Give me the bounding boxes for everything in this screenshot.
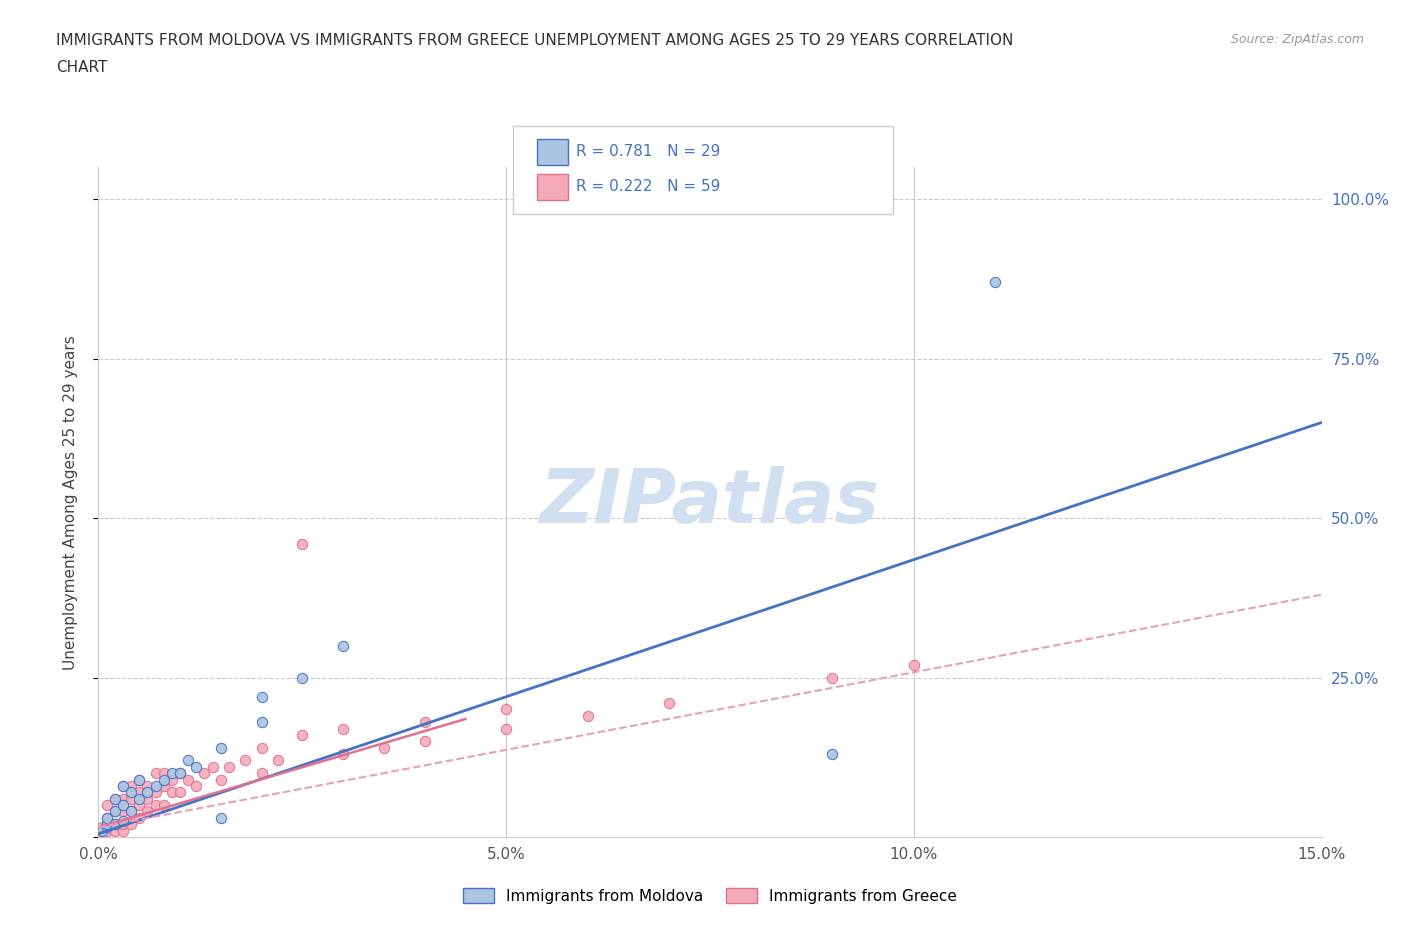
Point (169, 765, 191, 780)
Point (128, 785, 150, 800)
Legend: Immigrants from Moldova, Immigrants from Greece: Immigrants from Moldova, Immigrants from… (457, 882, 963, 910)
Point (111, 817, 134, 831)
Point (201, 760, 224, 775)
Point (233, 753, 256, 768)
Point (160, 785, 183, 800)
Point (145, 765, 167, 780)
Point (91, 820, 114, 835)
Point (413, 715, 436, 730)
Point (96, 810, 118, 825)
Point (96, 817, 118, 831)
Text: R = 0.222   N = 59: R = 0.222 N = 59 (576, 179, 721, 194)
Point (128, 772, 150, 787)
Point (104, 804, 127, 819)
Point (120, 804, 142, 819)
Point (169, 765, 191, 780)
Point (104, 817, 127, 831)
Point (658, 696, 681, 711)
Point (104, 791, 127, 806)
Point (576, 709, 599, 724)
Point (111, 778, 134, 793)
Point (193, 765, 215, 780)
Point (145, 785, 167, 800)
Point (291, 727, 314, 742)
Point (128, 798, 150, 813)
Point (104, 804, 127, 819)
Point (160, 765, 183, 780)
Point (152, 765, 174, 780)
Point (250, 765, 273, 780)
Point (291, 671, 314, 685)
Point (250, 715, 273, 730)
Point (218, 760, 240, 775)
Text: IMMIGRANTS FROM MOLDOVA VS IMMIGRANTS FROM GREECE UNEMPLOYMENT AMONG AGES 25 TO : IMMIGRANTS FROM MOLDOVA VS IMMIGRANTS FR… (56, 33, 1014, 47)
Point (373, 740, 395, 755)
Point (209, 772, 232, 787)
Point (145, 798, 167, 813)
Point (903, 658, 925, 672)
Point (111, 798, 134, 813)
Point (111, 778, 134, 793)
Point (128, 791, 150, 806)
Point (120, 791, 142, 806)
Point (120, 804, 142, 819)
Point (104, 817, 127, 831)
Point (128, 772, 150, 787)
Point (96, 823, 118, 838)
Point (169, 785, 191, 800)
Point (332, 747, 354, 762)
Text: Source: ZipAtlas.com: Source: ZipAtlas.com (1230, 33, 1364, 46)
Point (821, 671, 844, 685)
Point (136, 778, 159, 793)
Point (413, 734, 436, 749)
Point (120, 817, 142, 831)
Point (152, 798, 174, 813)
Point (186, 778, 208, 793)
Point (120, 785, 142, 800)
Text: ZIPatlas: ZIPatlas (540, 466, 880, 538)
Point (96, 810, 118, 825)
Point (111, 804, 134, 819)
Point (136, 791, 159, 806)
Point (209, 740, 232, 755)
Point (120, 778, 142, 793)
Text: CHART: CHART (56, 60, 108, 75)
Point (495, 721, 517, 736)
Point (96, 820, 118, 835)
Point (160, 772, 183, 787)
Point (111, 791, 134, 806)
Point (267, 753, 290, 768)
Point (104, 823, 127, 838)
Point (145, 778, 167, 793)
Point (136, 785, 159, 800)
Point (332, 721, 354, 736)
Y-axis label: Unemployment Among Ages 25 to 29 years: Unemployment Among Ages 25 to 29 years (63, 335, 77, 670)
Point (96, 798, 118, 813)
Point (111, 814, 134, 829)
Point (128, 810, 150, 825)
Point (291, 537, 314, 551)
Point (186, 760, 208, 775)
Point (91, 823, 114, 838)
Point (332, 638, 354, 653)
Point (152, 778, 174, 793)
Point (104, 791, 127, 806)
Point (152, 772, 174, 787)
Point (495, 702, 517, 717)
Point (177, 753, 200, 768)
Point (177, 772, 200, 787)
Point (136, 804, 159, 819)
Point (96, 817, 118, 831)
Point (209, 810, 232, 825)
Point (250, 740, 273, 755)
Text: R = 0.781   N = 29: R = 0.781 N = 29 (576, 144, 721, 159)
Point (821, 747, 844, 762)
Point (90, 823, 112, 838)
Point (984, 274, 1007, 289)
Point (250, 689, 273, 704)
Point (111, 823, 134, 838)
